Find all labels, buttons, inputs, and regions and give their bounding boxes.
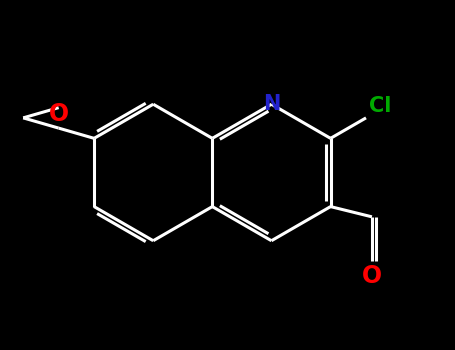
Text: Cl: Cl [369,96,391,116]
Text: N: N [263,94,280,114]
Text: O: O [49,102,69,126]
Text: O: O [362,264,382,288]
